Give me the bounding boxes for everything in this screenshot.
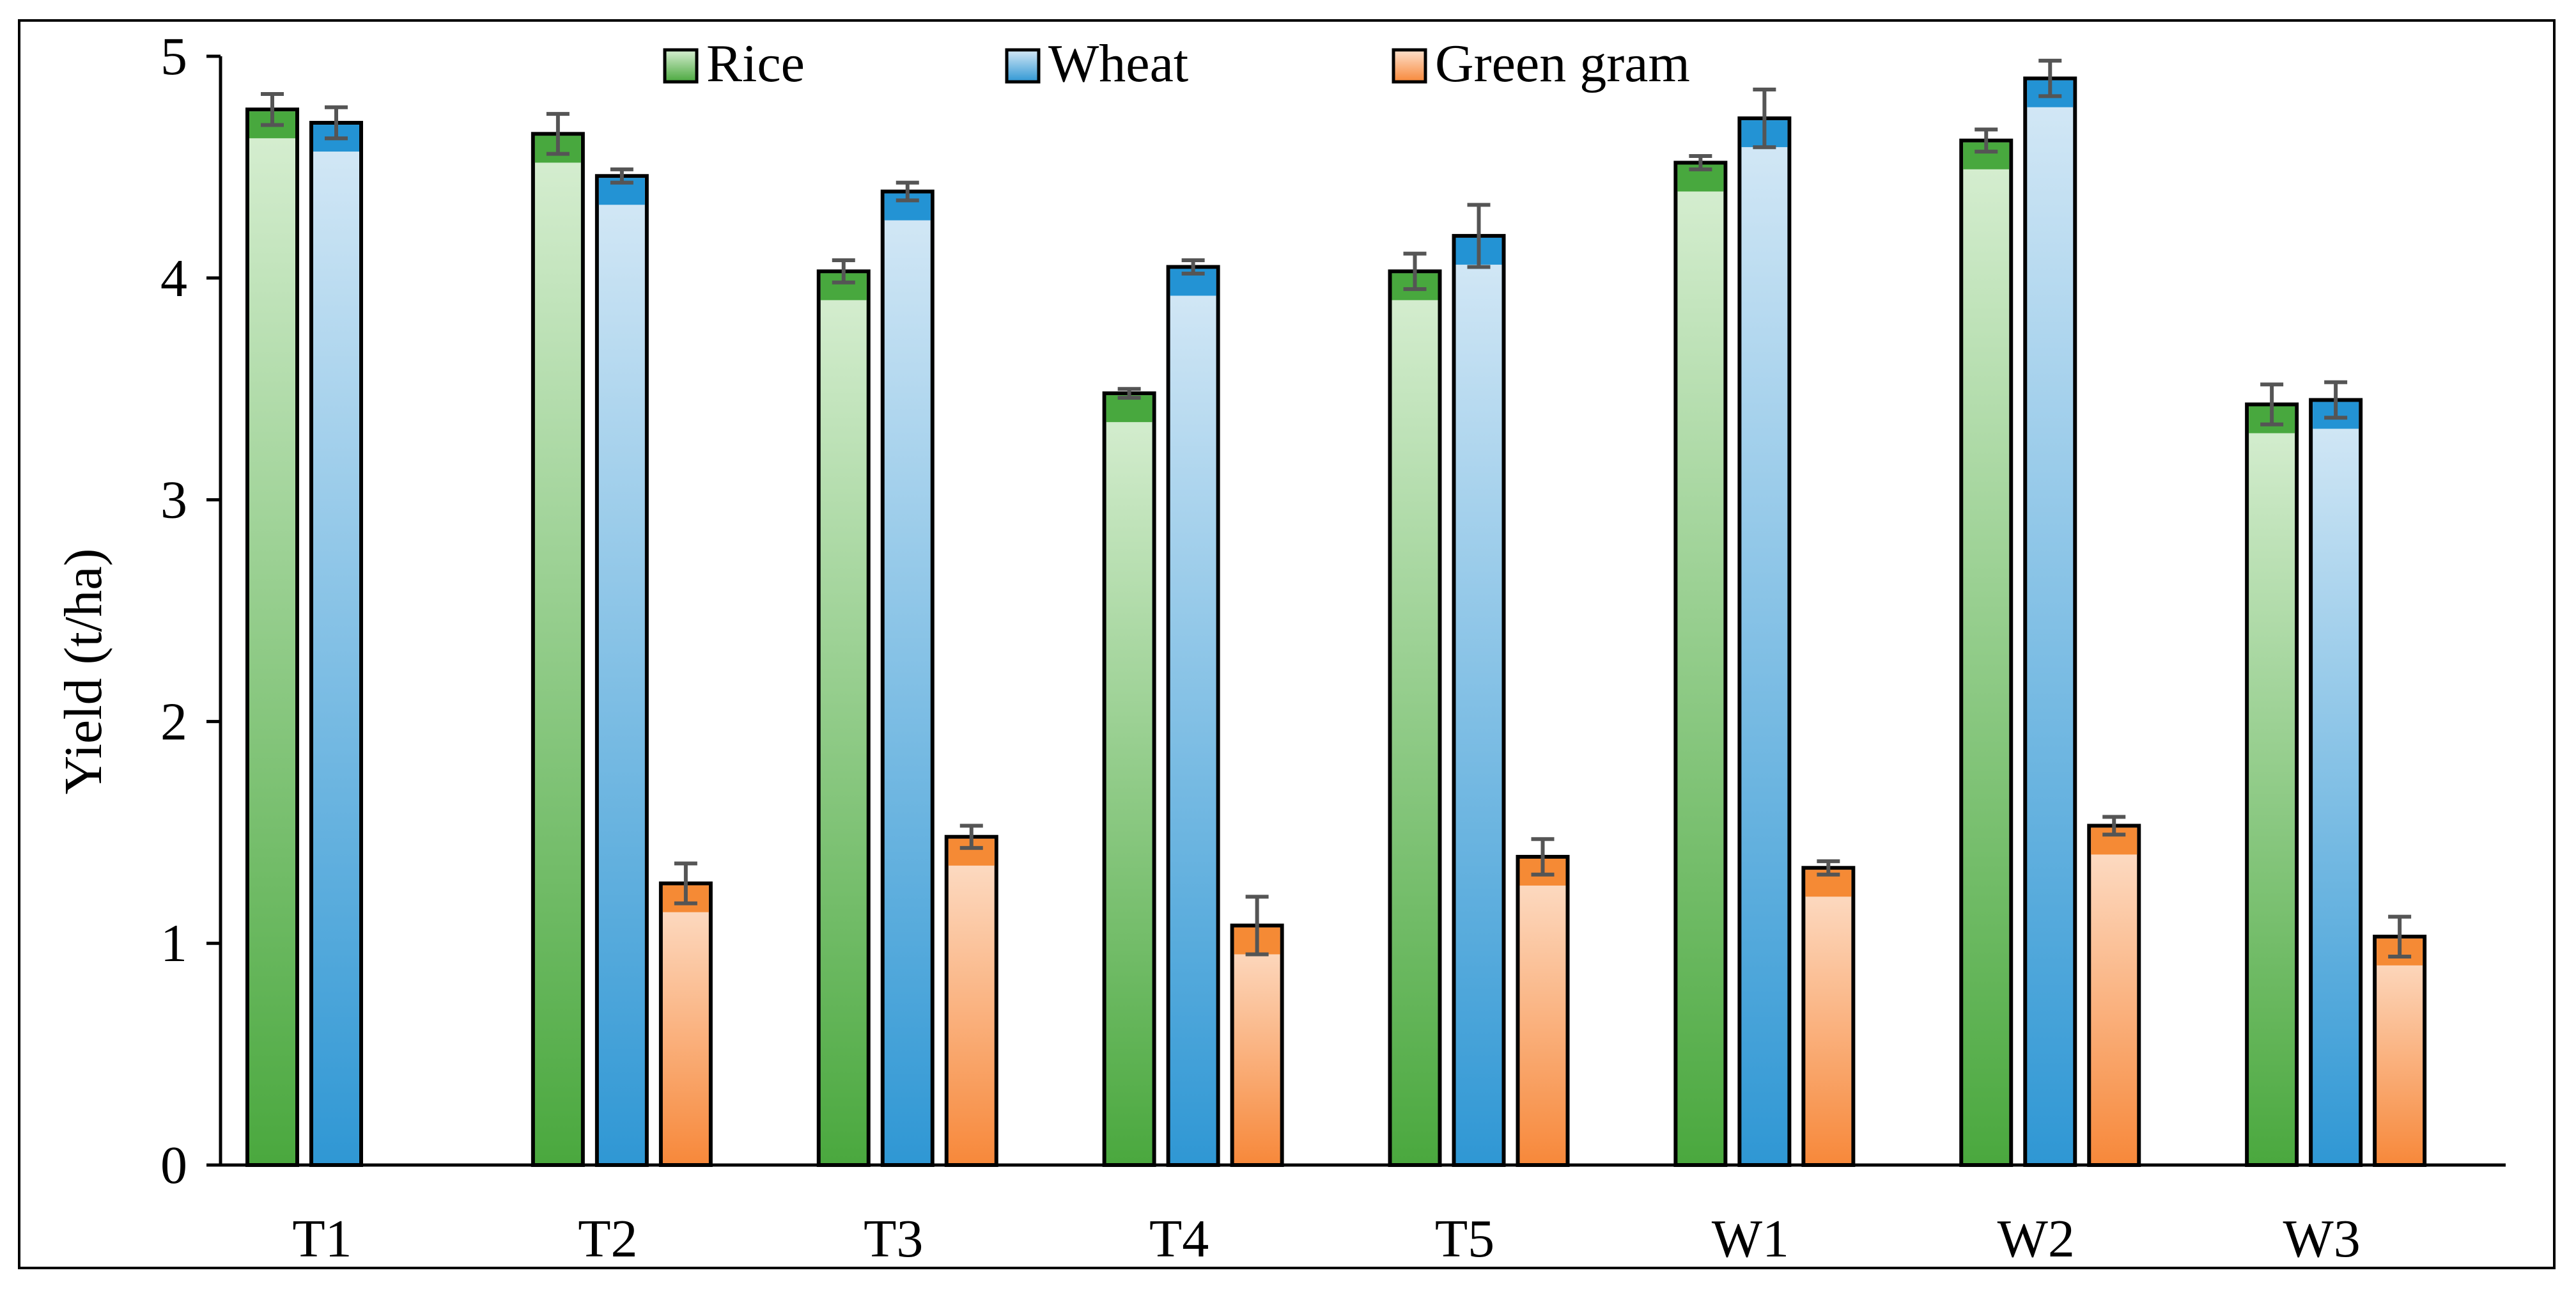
x-tick-label-t2: T2 <box>578 1209 637 1269</box>
error-bar-wheat-t3 <box>896 180 919 203</box>
x-tick-label-t4: T4 <box>1149 1209 1209 1269</box>
bar-green-gram-w2 <box>2087 824 2141 1167</box>
error-bar-rice-t5 <box>1403 251 1427 292</box>
bar-green-gram-w3 <box>2373 934 2427 1168</box>
error-bar-green-gram-w1 <box>1817 859 1840 877</box>
x-tick-label-t1: T1 <box>292 1209 352 1269</box>
error-bar-wheat-t5 <box>1467 203 1491 269</box>
bar-green-gram-w1 <box>1801 866 1856 1167</box>
bar-rice-t3 <box>816 269 871 1167</box>
y-tick-label: 1 <box>160 914 187 973</box>
y-tick-label: 3 <box>160 471 187 530</box>
error-bar-green-gram-t4 <box>1245 895 1269 957</box>
bar-wheat-t3 <box>880 189 935 1168</box>
bar-rice-t4 <box>1102 391 1156 1167</box>
error-bar-wheat-w1 <box>1753 88 1776 150</box>
error-bar-wheat-t1 <box>325 105 348 141</box>
bar-green-gram-t5 <box>1516 854 1570 1167</box>
x-tick-label-t5: T5 <box>1435 1209 1494 1269</box>
bar-wheat-t1 <box>309 121 363 1167</box>
error-bar-wheat-w3 <box>2324 380 2348 420</box>
y-tick-label: 2 <box>160 692 187 751</box>
legend-swatch-rice <box>663 48 699 84</box>
bar-rice-t5 <box>1388 269 1442 1167</box>
bar-wheat-w3 <box>2309 398 2363 1167</box>
error-bar-rice-t2 <box>546 112 570 156</box>
legend-swatch-wheat <box>1005 48 1041 84</box>
x-tick-label-w2: W2 <box>1998 1209 2075 1269</box>
error-bar-wheat-t4 <box>1181 258 1205 276</box>
x-tick-label-w3: W3 <box>2283 1209 2360 1269</box>
legend-label-wheat: Wheat <box>1048 34 1188 93</box>
bar-cap-rice-t4 <box>1106 395 1152 423</box>
error-bar-green-gram-t2 <box>674 861 697 905</box>
error-bar-wheat-w2 <box>2038 58 2062 98</box>
bar-wheat-t2 <box>594 174 649 1168</box>
y-tick-label: 5 <box>160 27 187 86</box>
bar-rice-w2 <box>1959 138 2013 1167</box>
bar-wheat-t5 <box>1452 233 1506 1168</box>
legend-label-green-gram: Green gram <box>1435 34 1690 93</box>
y-tick-label: 4 <box>160 249 187 308</box>
bar-green-gram-t3 <box>944 834 998 1167</box>
legend-label-rice: Rice <box>706 34 805 93</box>
bar-green-gram-t4 <box>1230 923 1284 1168</box>
error-bar-wheat-t2 <box>610 167 633 185</box>
bar-rice-w3 <box>2245 402 2299 1168</box>
bar-wheat-w1 <box>1737 116 1792 1167</box>
y-tick-label: 0 <box>160 1136 187 1195</box>
error-bar-rice-w2 <box>1975 127 1998 154</box>
bar-rice-w1 <box>1673 160 1728 1168</box>
y-axis-title: Yield (t/ha) <box>54 549 113 795</box>
x-tick-label-t3: T3 <box>864 1209 923 1269</box>
error-bar-green-gram-w2 <box>2102 815 2126 837</box>
bar-wheat-t4 <box>1166 265 1220 1168</box>
bar-rice-t1 <box>245 107 299 1167</box>
error-bar-rice-t1 <box>261 91 284 127</box>
bar-wheat-w2 <box>2023 76 2077 1167</box>
legend-swatch-green-gram <box>1392 48 1427 84</box>
error-bar-rice-t3 <box>832 258 855 285</box>
error-bar-rice-w1 <box>1689 154 1712 171</box>
bar-rice-t2 <box>531 132 585 1167</box>
bar-green-gram-t2 <box>658 881 713 1167</box>
error-bar-green-gram-t5 <box>1531 837 1555 877</box>
x-tick-label-w1: W1 <box>1712 1209 1789 1269</box>
error-bar-green-gram-w3 <box>2388 914 2412 959</box>
error-bar-rice-w3 <box>2260 382 2284 426</box>
error-bar-rice-t4 <box>1117 387 1141 400</box>
error-bar-green-gram-t3 <box>959 824 983 850</box>
legend: Rice Wheat Green gram <box>663 34 1690 93</box>
